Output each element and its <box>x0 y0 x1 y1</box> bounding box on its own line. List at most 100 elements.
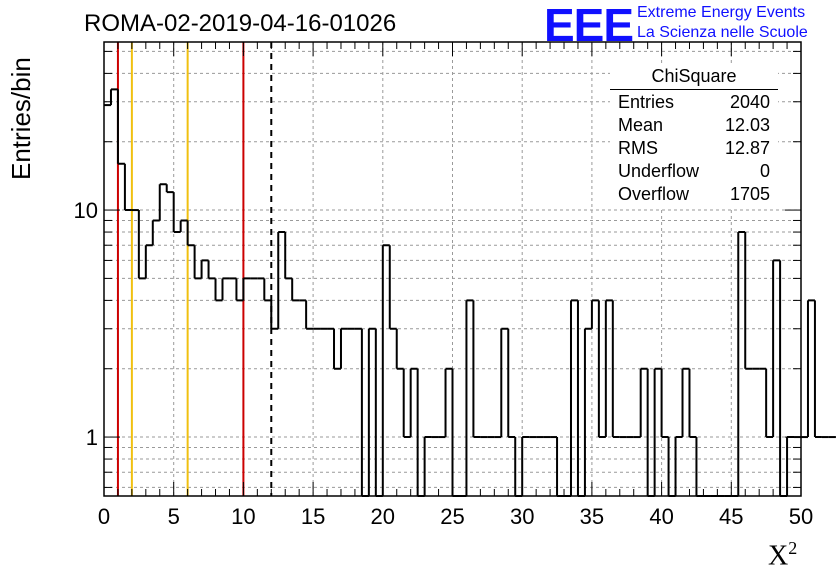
histogram-bin <box>172 192 181 234</box>
logo-tagline-2: La Scienza nelle Scuole <box>637 24 808 41</box>
histogram-bin <box>737 231 746 496</box>
histogram-bin <box>388 245 397 330</box>
histogram-bin <box>451 368 460 497</box>
stats-row-mean: Mean 12.03 <box>618 115 770 137</box>
histogram-bin <box>333 328 341 370</box>
histogram-bin <box>507 328 516 439</box>
histogram-bin <box>500 327 509 438</box>
plot-frame <box>103 41 802 497</box>
histogram-bin <box>291 278 300 302</box>
run-title: ROMA-02-2019-04-16-01026 <box>84 10 397 37</box>
stats-box: ChiSquare Entries 2040 Mean 12.03 RMS 12… <box>610 64 778 208</box>
histogram-bin <box>242 277 251 301</box>
histogram-bin <box>179 219 188 233</box>
x-tick-label: 25 <box>440 504 464 529</box>
histogram-bin <box>123 163 132 212</box>
eee-logo: EEE <box>544 0 634 51</box>
stats-label: RMS <box>618 138 658 158</box>
stats-value: 0 <box>759 161 770 181</box>
histogram-bin <box>444 367 453 438</box>
histogram-bin <box>604 299 613 438</box>
x-tick-label: 10 <box>231 504 255 529</box>
stats-divider <box>610 89 778 90</box>
histogram-bin <box>402 368 411 439</box>
marker-lines <box>116 42 273 496</box>
x-tick-label: 45 <box>719 504 743 529</box>
logo-tagline-1: Extreme Energy Events <box>637 4 806 21</box>
histogram-bin <box>277 231 286 329</box>
stats-row-overflow: Overflow 1705 <box>618 184 770 206</box>
histogram-bin <box>416 368 425 497</box>
stats-row-underflow: Underflow 0 <box>618 161 770 183</box>
y-tick-label: 10 <box>74 198 98 223</box>
histogram-bin <box>116 89 125 165</box>
stats-value: 12.03 <box>724 115 770 135</box>
histogram-bin <box>367 327 376 496</box>
x-tick-label: 50 <box>789 504 813 529</box>
histogram-bin <box>688 368 697 439</box>
histogram-bin <box>374 328 383 497</box>
histogram-bin <box>109 88 118 106</box>
histogram-bin <box>339 327 348 369</box>
histogram-bin <box>744 232 753 370</box>
x-tick-label: 20 <box>371 504 395 529</box>
histogram-bin <box>360 328 369 497</box>
histogram-bin <box>144 244 153 279</box>
histogram-bin <box>779 260 788 497</box>
histogram-bin <box>270 300 279 330</box>
histogram-bin <box>186 220 195 247</box>
histogram-bin <box>597 300 606 439</box>
histogram-bin <box>639 367 648 438</box>
x-tick-label: 30 <box>510 504 534 529</box>
histogram-bin <box>765 368 774 439</box>
histogram-bin <box>305 300 314 330</box>
x-tick-label: 5 <box>168 504 180 529</box>
histogram-bin <box>193 245 202 280</box>
histogram-bin <box>681 367 690 438</box>
histogram-bin <box>576 300 585 497</box>
histogram-bin <box>221 277 230 301</box>
stats-value: 2040 <box>729 92 770 112</box>
histogram-bin <box>165 184 174 194</box>
histogram-bin <box>284 232 293 280</box>
y-axis-label: Entries/bin <box>6 57 36 180</box>
stats-label: Overflow <box>618 184 690 204</box>
histogram-bin <box>653 367 662 496</box>
histogram-bin <box>214 278 223 302</box>
histogram-bin <box>263 278 272 302</box>
histogram-bin <box>772 259 781 438</box>
histogram-bin <box>569 299 578 496</box>
stats-value: 1705 <box>729 184 770 204</box>
histogram-bin <box>813 300 822 439</box>
y-tick-label: 1 <box>86 425 98 450</box>
histogram-bin <box>395 328 404 370</box>
x-tick-label: 35 <box>580 504 604 529</box>
histogram-bin <box>235 278 244 302</box>
histogram-bin <box>409 367 418 438</box>
tick-labels: 0 5 10 15 20 25 30 35 40 45 50 1 10 <box>74 198 814 529</box>
stats-label: Entries <box>618 92 675 112</box>
histogram-bin <box>381 244 390 496</box>
histogram-bin <box>158 183 167 221</box>
histogram-bin <box>674 436 683 496</box>
histogram-bin <box>137 210 146 280</box>
x-tick-label: 0 <box>98 504 110 529</box>
histogram-bin <box>207 260 216 280</box>
stats-row-rms: RMS 12.87 <box>618 138 770 160</box>
histogram-bin <box>646 368 655 497</box>
x-axis-label: X2 <box>768 538 798 572</box>
stats-label: Underflow <box>618 161 700 181</box>
histogram-bin <box>806 299 815 438</box>
x-tick-label: 15 <box>301 504 325 529</box>
stats-title: ChiSquare <box>651 66 737 86</box>
histogram-bin <box>472 300 481 439</box>
stats-label: Mean <box>618 115 664 135</box>
x-tick-label: 40 <box>649 504 673 529</box>
histogram-bin <box>660 368 669 439</box>
stats-row-entries: Entries 2040 <box>618 92 770 114</box>
stats-value: 12.87 <box>724 138 770 158</box>
histogram-bin <box>611 300 620 439</box>
histogram-bin <box>465 299 474 496</box>
histogram-bin <box>151 219 160 246</box>
